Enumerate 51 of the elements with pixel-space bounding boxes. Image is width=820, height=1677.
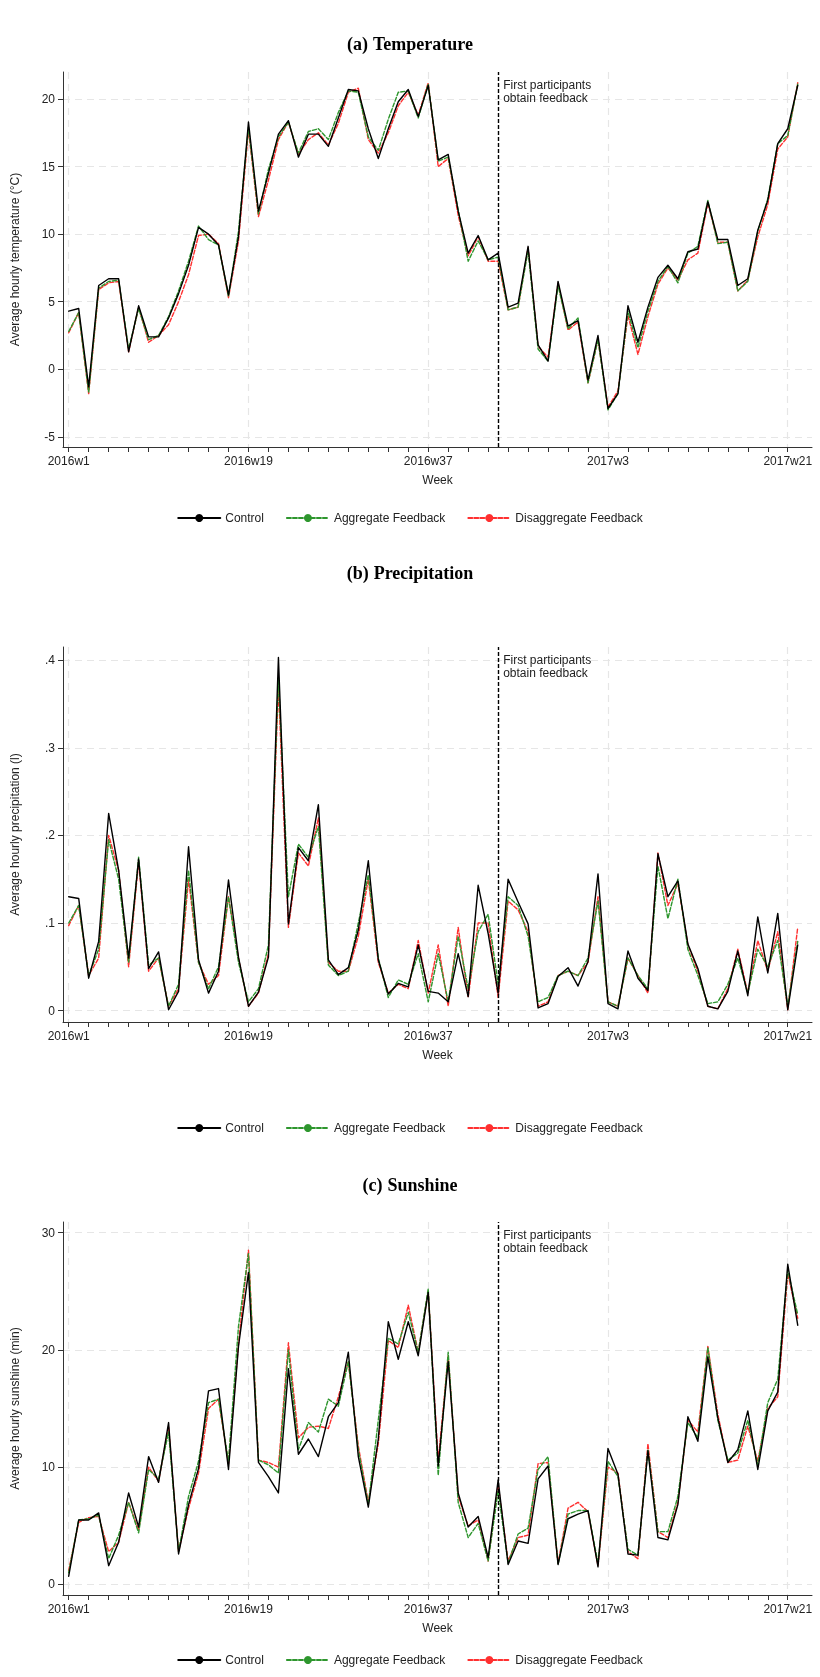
- y-tick-label: 0: [48, 362, 56, 377]
- legend-label: Aggregate Feedback: [333, 511, 447, 525]
- y-tick-label: 10: [41, 227, 56, 242]
- chart-title: (b) Precipitation: [346, 563, 474, 584]
- y-tick-label: .3: [44, 740, 56, 755]
- x-tick-label: 2016w19: [224, 1029, 274, 1043]
- legend-label: Control: [225, 1653, 264, 1667]
- legend-label: Aggregate Feedback: [333, 1653, 447, 1667]
- legend-label: Disaggregate Feedback: [515, 1121, 644, 1135]
- y-tick-label: 5: [48, 294, 56, 309]
- legend-label: Disaggregate Feedback: [515, 1653, 644, 1667]
- y-tick-label: -5: [44, 429, 56, 444]
- x-tick-label: 2017w21: [763, 454, 813, 468]
- y-tick-label: .2: [44, 828, 56, 843]
- x-tick-label: 2016w37: [403, 1602, 453, 1616]
- x-axis-title: Week: [422, 473, 454, 487]
- y-axis-title: Average hourly sunshine (min): [8, 1327, 22, 1490]
- x-tick-label: 2016w19: [224, 454, 274, 468]
- ref-line-label: First participants obtain feedback: [503, 652, 595, 680]
- y-tick-label: 0: [48, 1003, 56, 1018]
- x-tick-label: 2016w37: [403, 1029, 453, 1043]
- y-tick-label: 30: [41, 1225, 56, 1240]
- y-tick-label: .4: [44, 653, 56, 668]
- y-tick-label: 15: [41, 159, 56, 174]
- legend-label: Aggregate Feedback: [333, 1121, 447, 1135]
- x-tick-label: 2016w19: [224, 1602, 274, 1616]
- x-tick-label: 2016w37: [403, 454, 453, 468]
- ref-line-label: First participants obtain feedback: [503, 1227, 595, 1255]
- legend-label: Disaggregate Feedback: [515, 511, 644, 525]
- x-tick-label: 2016w1: [47, 1602, 91, 1616]
- y-tick-label: 0: [48, 1577, 56, 1592]
- y-tick-label: 20: [41, 92, 56, 107]
- x-tick-label: 2016w1: [47, 1029, 91, 1043]
- chart-title: (c) Sunshine: [362, 1175, 458, 1196]
- ref-line-label: First participants obtain feedback: [503, 77, 595, 105]
- x-axis-title: Week: [422, 1048, 454, 1062]
- x-tick-label: 2017w3: [586, 1029, 630, 1043]
- y-axis-title: Average hourly temperature (°C): [8, 172, 22, 347]
- x-tick-label: 2017w3: [586, 1602, 630, 1616]
- x-tick-label: 2016w1: [47, 454, 91, 468]
- y-tick-label: 10: [41, 1460, 56, 1475]
- y-tick-label: 20: [41, 1342, 56, 1357]
- x-tick-label: 2017w21: [763, 1029, 813, 1043]
- y-tick-label: .1: [44, 915, 56, 930]
- chart-title: (a) Temperature: [347, 34, 473, 55]
- legend-label: Control: [225, 1121, 264, 1135]
- x-tick-label: 2017w3: [586, 454, 630, 468]
- x-tick-label: 2017w21: [763, 1602, 813, 1616]
- x-axis-title: Week: [422, 1621, 454, 1635]
- legend-label: Control: [225, 511, 264, 525]
- y-axis-title: Average hourly precipitation (l): [8, 753, 22, 916]
